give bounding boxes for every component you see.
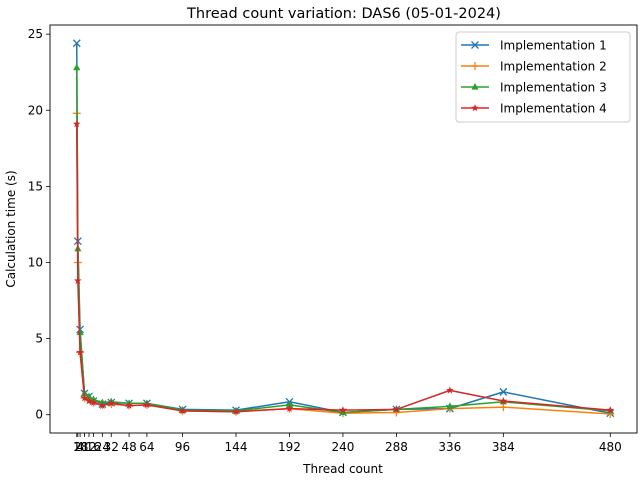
x-tick-label: 4 xyxy=(76,440,84,454)
data-point xyxy=(392,405,401,413)
x-tick-label: 64 xyxy=(139,440,154,454)
y-tick-label: 10 xyxy=(28,255,43,269)
plot-area xyxy=(72,39,615,418)
x-tick-label: 8 xyxy=(81,440,89,454)
legend: Implementation 1 Implementation 2 Implemen… xyxy=(455,31,631,123)
data-point xyxy=(446,402,454,409)
legend-marker xyxy=(471,83,479,90)
legend-marker xyxy=(471,41,479,49)
series-line xyxy=(75,113,611,415)
data-point xyxy=(107,399,116,407)
legend-label: Implementation 1 xyxy=(500,39,607,53)
data-point xyxy=(606,406,615,414)
y-tick-label: 15 xyxy=(28,179,43,193)
x-tick-label: 32 xyxy=(104,440,119,454)
data-point xyxy=(446,386,454,394)
series-line xyxy=(75,123,611,413)
data-point xyxy=(499,403,508,412)
data-point xyxy=(178,406,187,415)
data-point xyxy=(232,407,240,415)
y-tick-label: 5 xyxy=(35,332,43,346)
data-point xyxy=(499,387,508,396)
legend-label: Implementation 2 xyxy=(500,60,607,74)
x-tick-label: 480 xyxy=(599,440,622,454)
data-point xyxy=(72,39,81,48)
legend-box xyxy=(455,31,631,123)
data-point xyxy=(80,393,89,402)
axes-frame xyxy=(49,24,638,434)
data-point xyxy=(89,398,98,406)
data-point xyxy=(499,397,508,405)
legend-marker xyxy=(471,62,479,70)
y-tick-label: 20 xyxy=(28,103,43,117)
data-point xyxy=(285,400,294,408)
x-tick-label: 1 xyxy=(73,440,81,454)
y-axis-label: Calculation time (s) xyxy=(4,170,18,287)
data-point xyxy=(76,348,84,356)
x-tick-label: 24 xyxy=(95,440,110,454)
data-point xyxy=(74,276,82,284)
legend-item: Implementation 1 xyxy=(461,39,607,53)
x-tick-label: 336 xyxy=(438,440,461,454)
legend-label: Implementation 3 xyxy=(500,81,607,95)
legend-item: Implementation 3 xyxy=(461,81,607,95)
series-4 xyxy=(72,119,615,415)
data-point xyxy=(73,63,81,71)
x-tick-label: 240 xyxy=(331,440,354,454)
x-tick-label: 2 xyxy=(74,440,82,454)
y-axis: 0 5 10 15 20 25 xyxy=(28,27,50,422)
legend-marker xyxy=(471,104,479,112)
chart-title: Thread count variation: DAS6 (05-01-2024… xyxy=(186,6,501,22)
series-2 xyxy=(72,109,615,418)
x-tick-label: 16 xyxy=(86,440,101,454)
data-point xyxy=(285,404,294,412)
x-tick-label: 144 xyxy=(225,440,248,454)
data-point xyxy=(143,400,151,409)
legend-label: Implementation 4 xyxy=(500,102,607,116)
x-tick-label: 192 xyxy=(278,440,301,454)
y-tick-label: 0 xyxy=(35,408,43,422)
x-tick-label: 48 xyxy=(121,440,136,454)
legend-item: Implementation 2 xyxy=(461,60,607,74)
data-point xyxy=(85,397,93,405)
data-point xyxy=(339,406,347,414)
x-tick-label: 12 xyxy=(81,440,96,454)
x-tick-label: 288 xyxy=(385,440,408,454)
data-point xyxy=(72,119,81,128)
data-point xyxy=(98,401,107,409)
x-axis-label: Thread count xyxy=(302,462,383,476)
legend-item: Implementation 4 xyxy=(461,102,607,116)
x-tick-label: 96 xyxy=(175,440,190,454)
y-tick-label: 25 xyxy=(28,27,43,41)
data-point xyxy=(125,401,133,409)
x-tick-label: 384 xyxy=(492,440,515,454)
